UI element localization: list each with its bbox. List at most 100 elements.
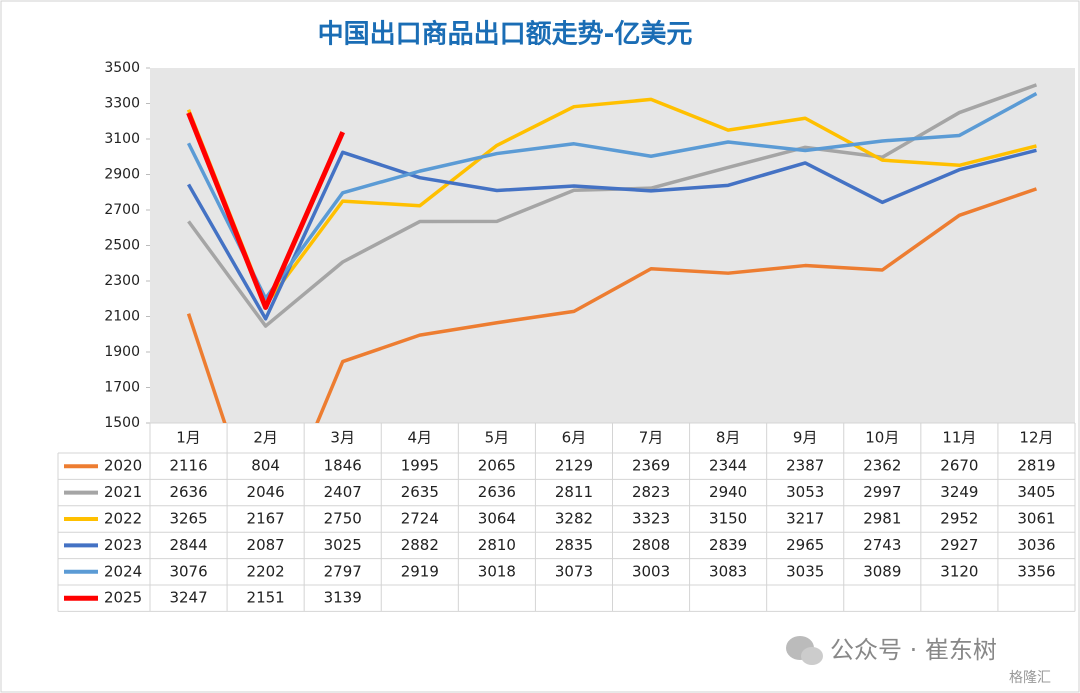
table-value: 2670 — [940, 457, 978, 475]
table-value: 2635 — [401, 483, 439, 501]
table-value: 2997 — [863, 483, 901, 501]
legend-label: 2021 — [104, 483, 142, 501]
table-value: 2065 — [478, 457, 516, 475]
table-value: 3139 — [324, 589, 362, 607]
x-tick-label: 10月 — [865, 429, 899, 447]
table-value: 3405 — [1017, 483, 1055, 501]
x-tick-label: 7月 — [639, 429, 664, 447]
table-value: 2965 — [786, 536, 824, 554]
table-value: 3025 — [324, 536, 362, 554]
table-value: 2743 — [863, 536, 901, 554]
table-value: 2940 — [709, 483, 747, 501]
table-value: 1995 — [401, 457, 439, 475]
table-value: 2167 — [247, 510, 285, 528]
x-tick-label: 5月 — [485, 429, 510, 447]
logo: 格隆汇 — [1009, 670, 1051, 686]
watermark: 公众号 · 崔东树 — [830, 636, 997, 664]
y-tick-label: 3300 — [104, 96, 140, 112]
legend-label: 2020 — [104, 457, 142, 475]
table-value: 3064 — [478, 510, 516, 528]
table-value: 3073 — [555, 562, 593, 580]
table-value: 2981 — [863, 510, 901, 528]
table-value: 2882 — [401, 536, 439, 554]
table-value: 2046 — [247, 483, 285, 501]
y-tick-label: 1500 — [104, 415, 140, 431]
table-value: 3356 — [1017, 562, 1055, 580]
table-value: 2369 — [632, 457, 670, 475]
table-value: 3035 — [786, 562, 824, 580]
table-value: 2750 — [324, 510, 362, 528]
table-value: 2636 — [478, 483, 516, 501]
x-tick-label: 2月 — [253, 429, 278, 447]
table-value: 2835 — [555, 536, 593, 554]
table-value: 2823 — [632, 483, 670, 501]
x-tick-label: 6月 — [562, 429, 587, 447]
table-value: 3265 — [169, 510, 207, 528]
table-value: 2151 — [247, 589, 285, 607]
table-value: 2362 — [863, 457, 901, 475]
table-value: 2202 — [247, 562, 285, 580]
plot-area — [150, 68, 1075, 423]
table-value: 3247 — [169, 589, 207, 607]
table-value: 3282 — [555, 510, 593, 528]
table-value: 3083 — [709, 562, 747, 580]
table-value: 2839 — [709, 536, 747, 554]
table-value: 2387 — [786, 457, 824, 475]
table-value: 2952 — [940, 510, 978, 528]
x-tick-label: 9月 — [793, 429, 818, 447]
x-tick-label: 4月 — [408, 429, 433, 447]
table-value: 2919 — [401, 562, 439, 580]
lines — [186, 83, 1038, 423]
table-value: 2129 — [555, 457, 593, 475]
table-value: 2116 — [169, 457, 207, 475]
y-tick-label: 1900 — [104, 344, 140, 360]
y-tick-label: 2700 — [104, 202, 140, 218]
table-value: 2724 — [401, 510, 439, 528]
table-value: 3217 — [786, 510, 824, 528]
series-line — [186, 187, 1038, 423]
table-value: 2407 — [324, 483, 362, 501]
x-tick-label: 8月 — [716, 429, 741, 447]
legend-label: 2024 — [104, 562, 142, 580]
table-value: 3120 — [940, 562, 978, 580]
table-value: 2808 — [632, 536, 670, 554]
table-value: 3150 — [709, 510, 747, 528]
table-value: 3053 — [786, 483, 824, 501]
series-line — [186, 92, 1038, 301]
table-value: 3076 — [169, 562, 207, 580]
x-tick-label: 11月 — [942, 429, 976, 447]
y-tick-label: 2500 — [104, 238, 140, 254]
table-value: 2927 — [940, 536, 978, 554]
table-value: 3089 — [863, 562, 901, 580]
y-tick-label: 2100 — [104, 309, 140, 325]
table-value: 3249 — [940, 483, 978, 501]
table-value: 2087 — [247, 536, 285, 554]
series-line — [186, 97, 1037, 307]
y-tick-label: 2900 — [104, 167, 140, 183]
y-tick-label: 2300 — [104, 273, 140, 289]
chart-title: 中国出口商品出口额走势-亿美元 — [318, 19, 693, 50]
x-tick-label: 3月 — [330, 429, 355, 447]
table-value: 3036 — [1017, 536, 1055, 554]
series-line — [186, 111, 345, 310]
watermark-icon — [786, 636, 823, 665]
table-value: 3018 — [478, 562, 516, 580]
table-value: 3323 — [632, 510, 670, 528]
x-tick-label: 12月 — [1019, 429, 1053, 447]
legend-label: 2025 — [104, 589, 142, 607]
table-value: 804 — [251, 457, 280, 475]
table-value: 2344 — [709, 457, 747, 475]
legend-label: 2022 — [104, 510, 142, 528]
table-value: 1846 — [324, 457, 362, 475]
table-value: 2844 — [169, 536, 207, 554]
table-value: 3061 — [1017, 510, 1055, 528]
x-tick-label: 1月 — [176, 429, 201, 447]
table-value: 2811 — [555, 483, 593, 501]
legend-label: 2023 — [104, 536, 142, 554]
table-value: 2819 — [1017, 457, 1055, 475]
y-tick-label: 3500 — [104, 60, 140, 76]
table-value: 3003 — [632, 562, 670, 580]
y-tick-label: 3100 — [104, 131, 140, 147]
table-value: 2797 — [324, 562, 362, 580]
